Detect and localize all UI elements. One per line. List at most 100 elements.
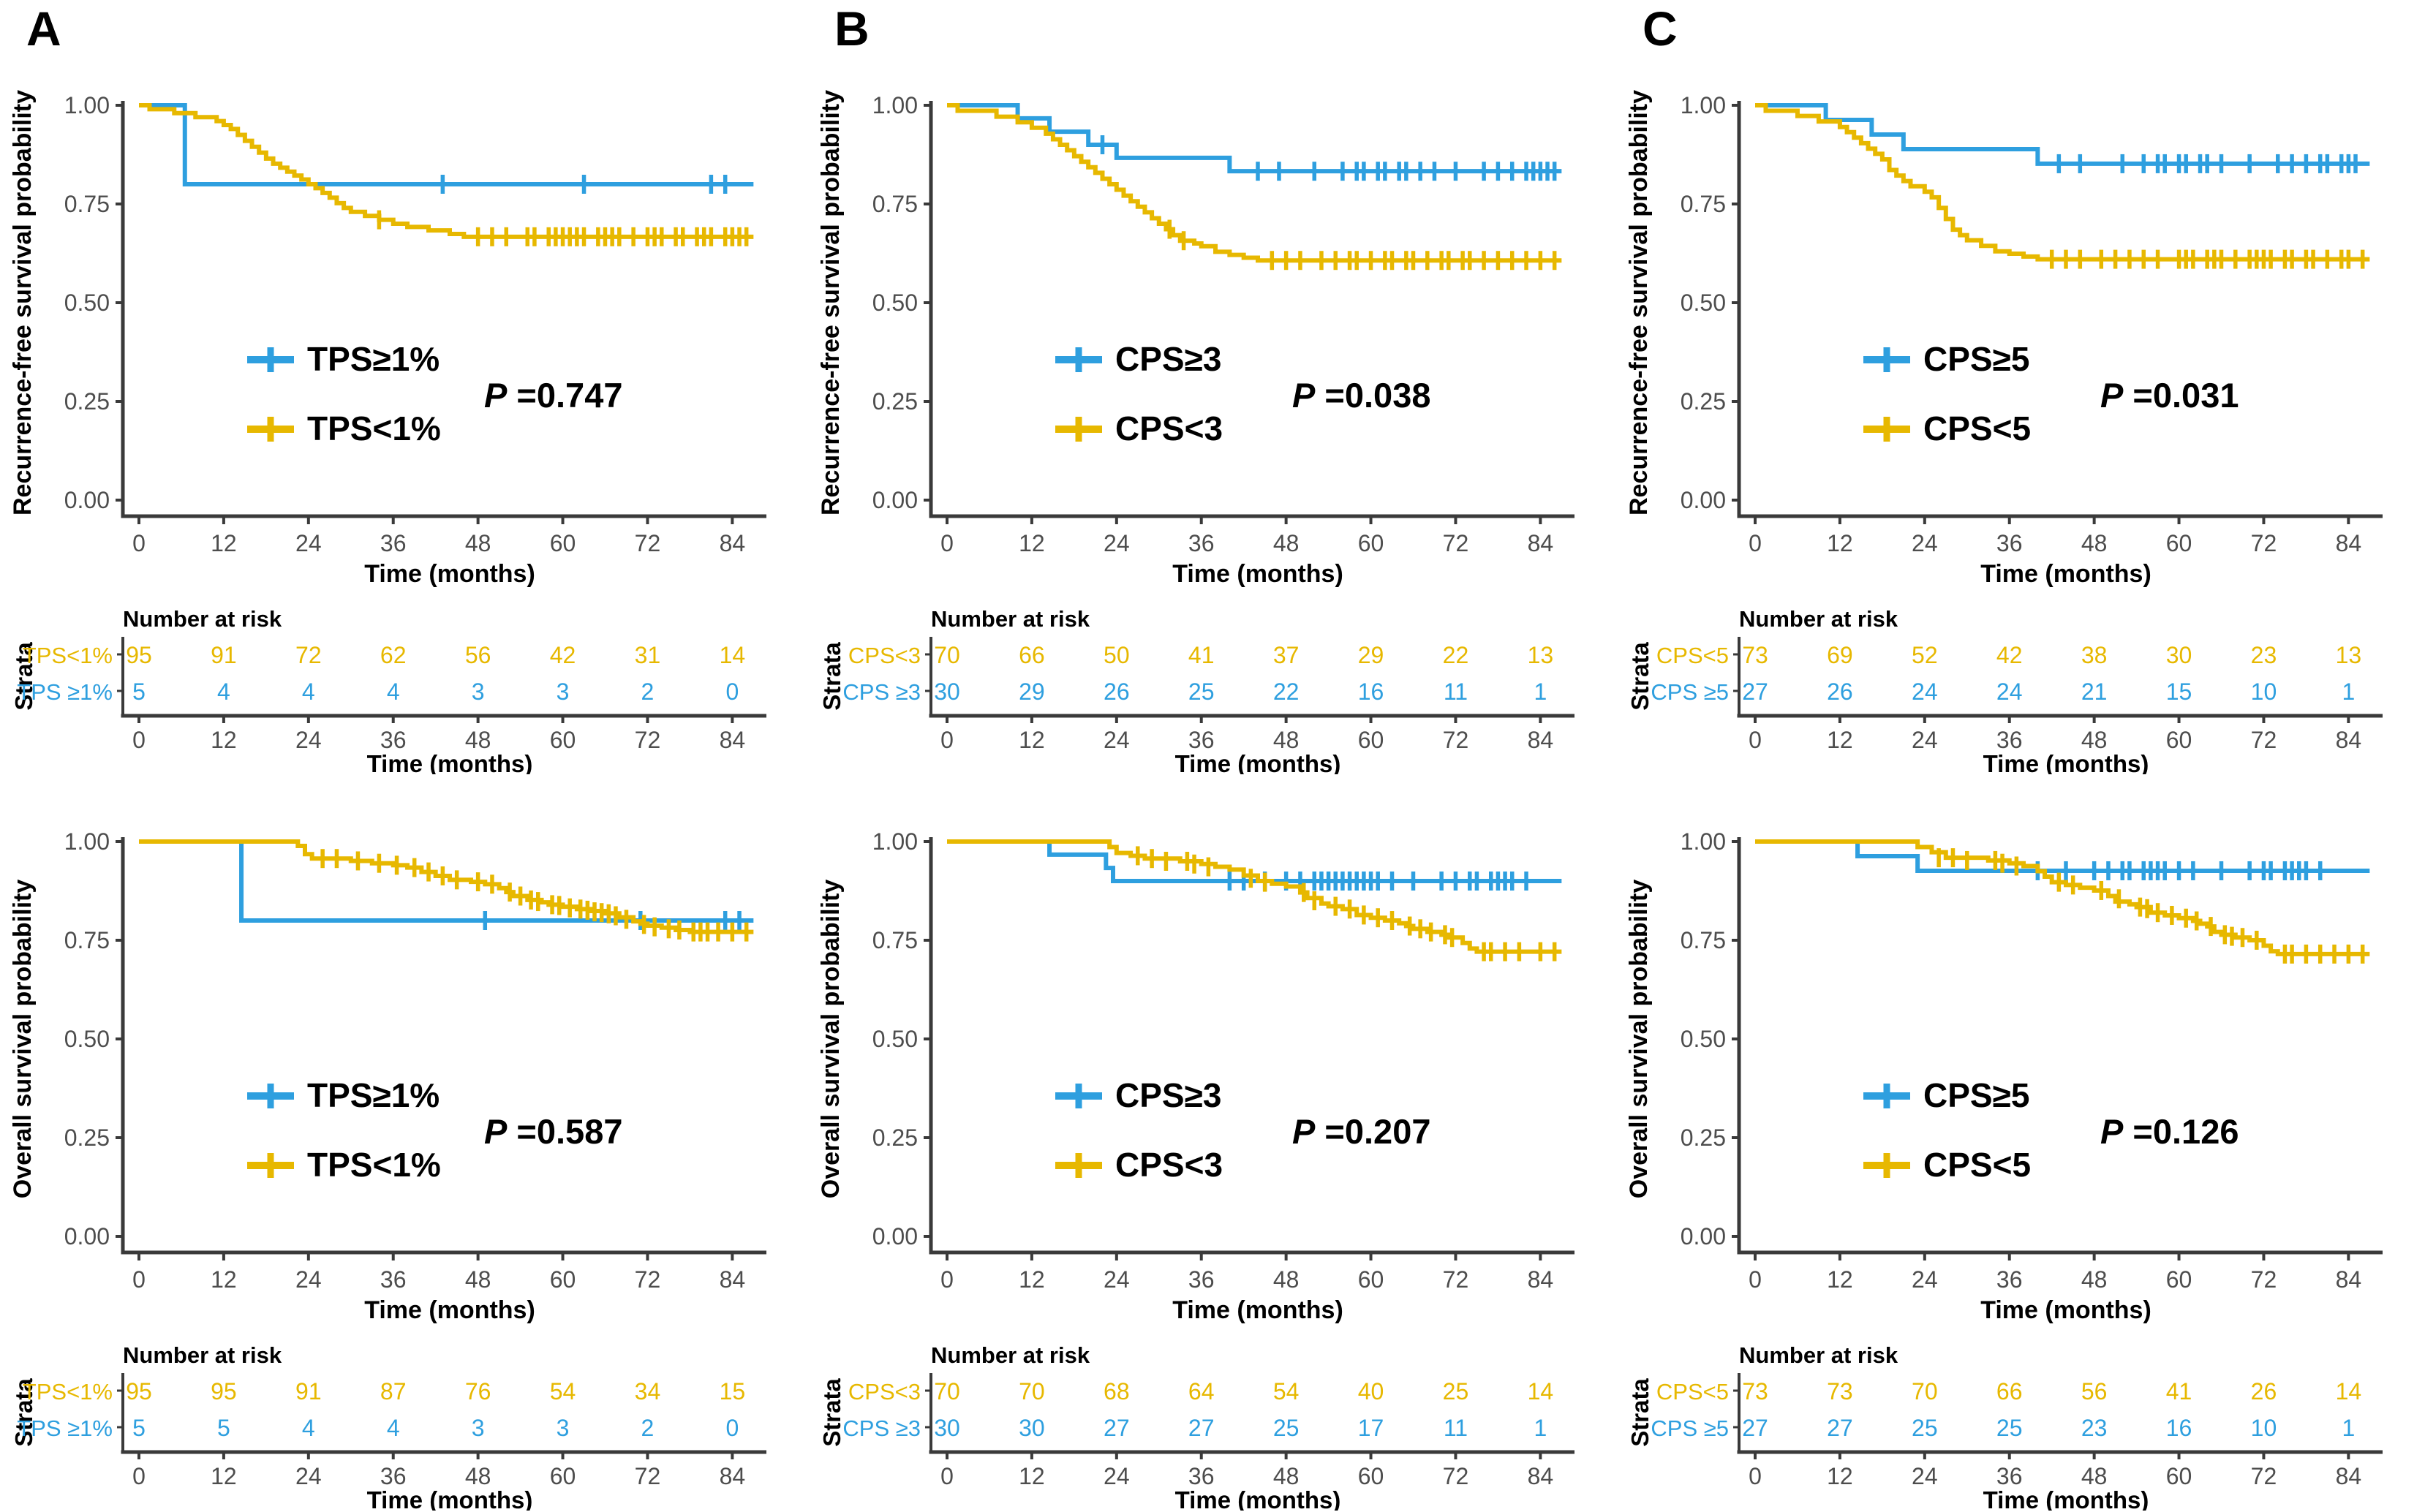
risk-x-tick-label: 60 xyxy=(550,1463,576,1489)
strata-label: TPS ≥1% xyxy=(17,679,113,705)
risk-x-tick-label: 48 xyxy=(1273,1463,1300,1489)
risk-x-tick-label: 72 xyxy=(2251,727,2277,753)
x-tick-label: 72 xyxy=(1443,1266,1469,1293)
risk-count: 68 xyxy=(1104,1378,1130,1405)
censor-ticks-CPS≥5 xyxy=(2035,861,2323,880)
x-axis-title: Time (months) xyxy=(1980,1296,2151,1324)
y-tick-label: 0.25 xyxy=(1681,1124,1726,1151)
risk-x-tick-label: 0 xyxy=(1749,727,1762,753)
x-tick-label: 60 xyxy=(1358,530,1384,556)
risk-count: 16 xyxy=(2166,1415,2192,1441)
x-tick-label: 24 xyxy=(1104,1266,1130,1293)
risk-x-tick-label: 12 xyxy=(1019,727,1045,753)
risk-table-c-os: Number at risk Strata CPS<5 73 73 70 66 56 41 26 1… xyxy=(1626,1342,2383,1511)
risk-count: 31 xyxy=(635,642,661,668)
risk-count: 91 xyxy=(211,642,237,668)
x-tick-label: 72 xyxy=(2251,1266,2277,1293)
strata-axis-title: Strata xyxy=(10,1378,37,1447)
x-tick-label: 72 xyxy=(2251,530,2277,556)
risk-x-tick-label: 12 xyxy=(211,1463,237,1489)
x-tick-label: 60 xyxy=(550,530,576,556)
x-axis-title: Time (months) xyxy=(364,560,535,588)
p-symbol: P xyxy=(2100,376,2124,415)
legend-label: CPS<5 xyxy=(1923,409,2031,447)
p-value: P =0.038 xyxy=(1292,376,1430,415)
x-tick-label: 84 xyxy=(720,530,746,556)
legend-entry-CPS<5: CPS<5 xyxy=(1863,1146,2031,1184)
x-tick-label: 0 xyxy=(132,530,146,556)
risk-count: 26 xyxy=(2251,1378,2277,1405)
risk-table-A-rfs: Number at risk Strata TPS<1% 95 91 72 62 56 42 31… xyxy=(0,605,808,774)
risk-count: 14 xyxy=(2336,1378,2362,1405)
risk-count: 4 xyxy=(217,678,230,705)
risk-count: 66 xyxy=(1019,642,1045,668)
risk-x-tick-label: 72 xyxy=(635,1463,661,1489)
risk-count: 2 xyxy=(641,1415,655,1441)
y-tick-label: 0.75 xyxy=(872,927,918,953)
legend-label: TPS≥1% xyxy=(307,1076,440,1114)
risk-x-tick-label: 24 xyxy=(1912,1463,1938,1489)
km-curve-CPS<5 xyxy=(1755,839,2370,956)
risk-count: 11 xyxy=(1444,1415,1468,1441)
risk-count: 16 xyxy=(1358,678,1384,705)
x-tick-label: 12 xyxy=(1019,1266,1045,1293)
y-tick-label: 0.00 xyxy=(64,1223,110,1250)
y-tick-label: 0.50 xyxy=(1681,1026,1726,1052)
risk-count: 23 xyxy=(2251,642,2277,668)
risk-table-b-rfs: Number at risk Strata CPS<3 70 66 50 41 37 29 22 1… xyxy=(818,606,1574,774)
risk-x-tick-label: 72 xyxy=(1443,1463,1469,1489)
p-symbol: P xyxy=(484,1112,508,1151)
risk-count: 27 xyxy=(1742,1415,1768,1441)
risk-table-c-rfs: Number at risk Strata CPS<5 73 69 52 42 38 30 23 1… xyxy=(1626,606,2383,774)
legend-label: CPS≥5 xyxy=(1923,1076,2029,1114)
risk-count: 62 xyxy=(380,642,407,668)
risk-count: 11 xyxy=(1444,678,1468,705)
legend-entry-TPS<1%: TPS<1% xyxy=(247,1146,441,1184)
risk-count: 0 xyxy=(725,678,739,705)
risk-count: 26 xyxy=(1827,678,1853,705)
risk-count: 30 xyxy=(934,1415,960,1441)
risk-count: 56 xyxy=(465,642,491,668)
y-tick-label: 0.00 xyxy=(1681,487,1726,513)
legend-label: CPS<3 xyxy=(1115,1146,1223,1184)
censor-ticks-TPS≥1% xyxy=(440,175,728,194)
x-axis-title: Time (months) xyxy=(1980,560,2151,588)
x-tick-label: 0 xyxy=(132,1266,146,1293)
risk-x-tick-label: 48 xyxy=(1273,727,1300,753)
risk-count: 30 xyxy=(1019,1415,1045,1441)
risk-count: 2 xyxy=(641,678,655,705)
risk-count: 41 xyxy=(2166,1378,2192,1405)
strata-label: CPS ≥5 xyxy=(1651,1415,1729,1441)
risk-x-tick-label: 24 xyxy=(1912,727,1938,753)
p-symbol: P xyxy=(484,376,508,415)
km-curve-TPS<1% xyxy=(139,839,754,934)
km-curve-CPS<3 xyxy=(947,839,1562,954)
legend-label: CPS≥3 xyxy=(1115,340,1221,378)
km-chart-a-os: 1.00 0.75 0.50 0.25 0.00 0 12 24 36 48 60 72 84 Time … xyxy=(9,828,766,1324)
x-axis-title: Time (months) xyxy=(364,1296,535,1324)
risk-count: 27 xyxy=(1104,1415,1130,1441)
risk-table-B-os: Number at risk Strata CPS<3 70 70 68 64 54 40 25 1… xyxy=(808,1341,1616,1511)
x-tick-label: 60 xyxy=(2166,1266,2192,1293)
risk-x-tick-label: 12 xyxy=(1019,1463,1045,1489)
y-tick-label: 0.25 xyxy=(64,388,110,415)
p-value: P =0.207 xyxy=(1292,1112,1430,1151)
risk-x-axis-title: Time (months) xyxy=(1175,1486,1341,1511)
censor-ticks-CPS<3 xyxy=(1136,846,1557,961)
legend-entry-TPS≥1%: TPS≥1% xyxy=(247,1076,440,1114)
x-tick-label: 84 xyxy=(720,1266,746,1293)
km-chart-c-rfs: 1.00 0.75 0.50 0.25 0.00 0 12 24 36 48 60 72 84 Time … xyxy=(1625,90,2383,588)
p-value: P =0.126 xyxy=(2100,1112,2239,1151)
x-tick-label: 60 xyxy=(550,1266,576,1293)
y-axis-title: Overall survival probability xyxy=(817,880,845,1199)
risk-count: 70 xyxy=(1019,1378,1045,1405)
y-axis-title: Overall survival probability xyxy=(1625,880,1653,1199)
risk-x-tick-label: 48 xyxy=(2081,1463,2108,1489)
y-tick-label: 0.25 xyxy=(1681,388,1726,415)
x-tick-label: 72 xyxy=(1443,530,1469,556)
risk-x-tick-label: 60 xyxy=(550,727,576,753)
risk-x-tick-label: 36 xyxy=(1188,727,1215,753)
y-tick-label: 0.50 xyxy=(64,290,110,316)
risk-x-tick-label: 36 xyxy=(1996,727,2023,753)
x-tick-label: 12 xyxy=(1019,530,1045,556)
